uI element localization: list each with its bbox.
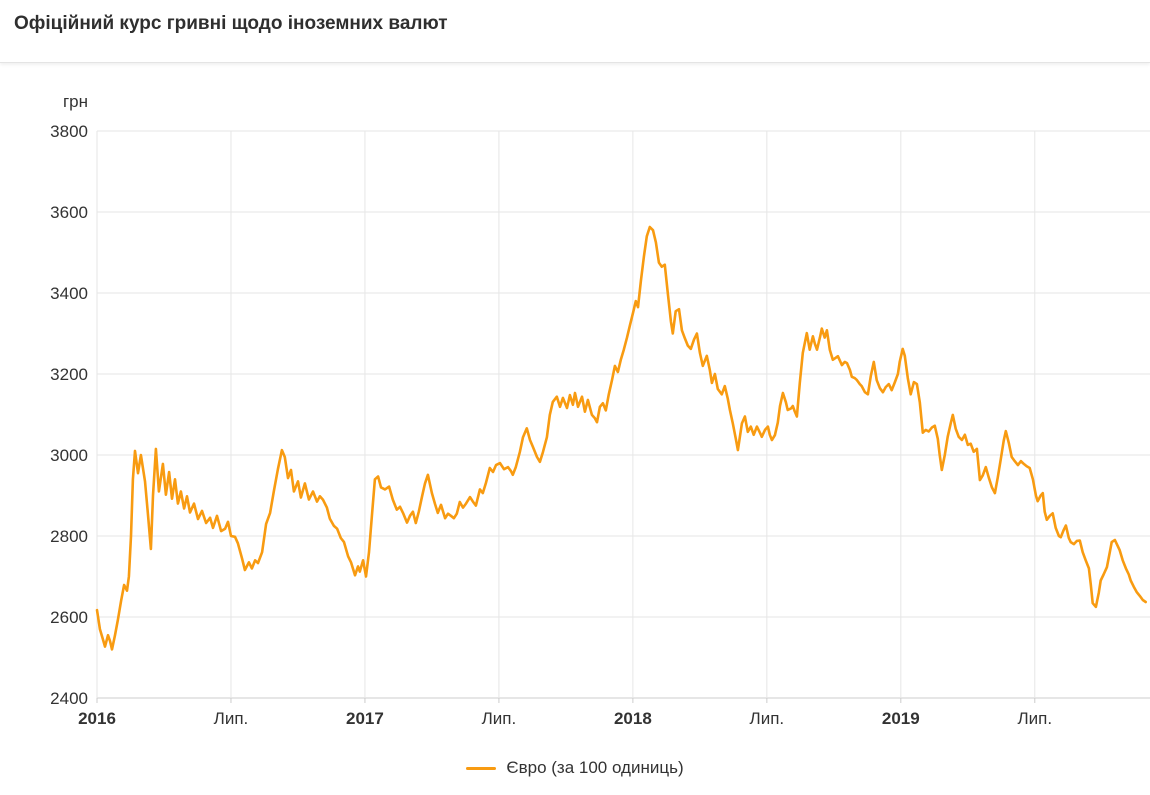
y-axis-tick-label: 3000	[50, 446, 88, 465]
y-axis-unit-label: грн	[63, 92, 88, 111]
x-axis-tick-label: Лип.	[214, 709, 249, 728]
x-axis-tick-label: 2019	[882, 709, 920, 728]
x-axis-tick-label: Лип.	[482, 709, 517, 728]
page-title: Офіційний курс гривні щодо іноземних вал…	[14, 13, 448, 34]
legend-line-swatch	[466, 766, 497, 770]
x-axis-tick-label: 2016	[78, 709, 116, 728]
x-axis-tick-label: 2017	[346, 709, 384, 728]
euro-series-line[interactable]	[95, 225, 1147, 651]
y-axis-tick-label: 3400	[50, 284, 88, 303]
x-axis-tick-label: Лип.	[1017, 709, 1052, 728]
y-axis-tick-label: 2600	[50, 608, 88, 627]
y-axis-tick-label: 3600	[50, 203, 88, 222]
y-axis-tick-label: 2800	[50, 527, 88, 546]
x-axis-tick-label: 2018	[614, 709, 652, 728]
title-bar: Офіційний курс гривні щодо іноземних вал…	[0, 0, 1150, 63]
legend: Євро (за 100 одиниць)	[0, 758, 1150, 778]
exchange-rate-chart: 2400 2600 2800 3000 3200 3400 3600 3800 грн 2016 Л…	[0, 63, 1150, 795]
x-axis-tick-label: Лип.	[750, 709, 785, 728]
y-axis-tick-label: 3800	[50, 122, 88, 141]
y-axis-tick-label: 2400	[50, 689, 88, 708]
chart-canvas[interactable]: 2400 2600 2800 3000 3200 3400 3600 3800 грн 2016 Л…	[0, 63, 1150, 795]
legend-label: Євро (за 100 одиниць)	[506, 758, 684, 777]
y-axis-tick-label: 3200	[50, 365, 88, 384]
